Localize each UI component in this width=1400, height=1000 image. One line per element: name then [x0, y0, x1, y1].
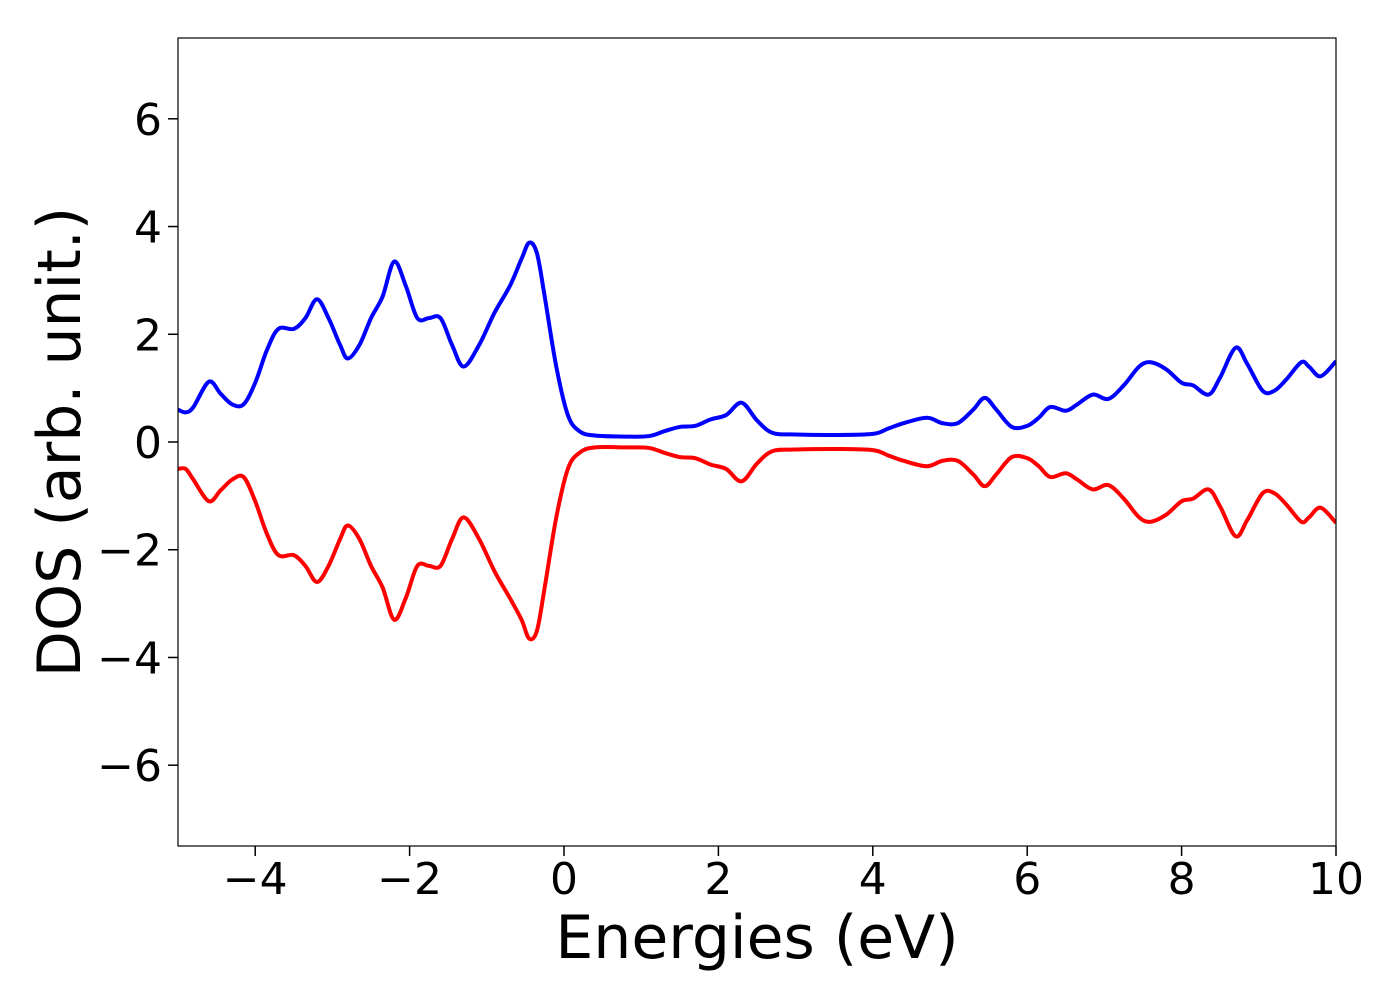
x-tick-label: −4	[223, 854, 288, 905]
y-tick-label: 0	[134, 418, 162, 469]
x-tick-label: 6	[1013, 854, 1041, 905]
y-tick-label: −4	[97, 633, 162, 684]
x-tick-label: 10	[1308, 854, 1364, 905]
dos-line	[178, 240, 1336, 439]
y-tick-label: −2	[97, 526, 162, 577]
x-tick-label: 8	[1168, 854, 1196, 905]
x-axis-label: Energies (eV)	[555, 903, 958, 973]
x-tick-label: −2	[377, 854, 442, 905]
y-tick-label: 2	[134, 310, 162, 361]
x-tick-label: 2	[704, 854, 732, 905]
x-tick-label: 4	[859, 854, 887, 905]
dos-line	[178, 444, 1336, 642]
y-axis-label: DOS (arb. unit.)	[25, 207, 95, 677]
x-tick-label: 0	[550, 854, 578, 905]
y-tick-label: −6	[97, 741, 162, 792]
plot-frame	[177, 37, 1337, 847]
y-tick-label: 4	[134, 203, 162, 254]
y-tick-label: 6	[134, 95, 162, 146]
